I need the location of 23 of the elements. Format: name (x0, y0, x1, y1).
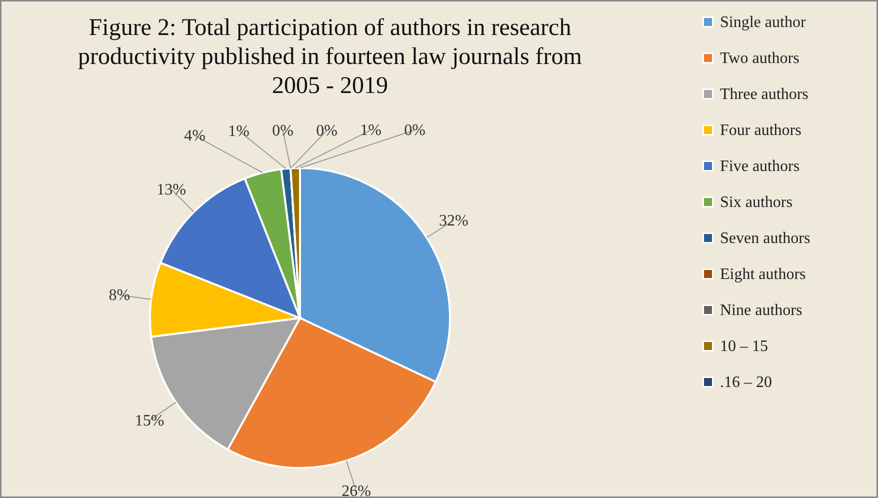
text: Figure 2: Total participation of authors in research productivity published in fourteen law journals from 2005 - 2019 (78, 15, 582, 99)
data-label: 4% (184, 128, 206, 145)
legend-label: Eight authors (720, 266, 806, 283)
text: 0% (404, 122, 426, 139)
legend-label: Five authors (720, 158, 800, 175)
legend-label: Two authors (720, 50, 800, 67)
data-label: 15% (134, 412, 164, 430)
legend-label: Single author (720, 14, 806, 31)
data-label: 13% (156, 181, 186, 198)
text: 0% (272, 122, 294, 140)
legend-label: Six authors (720, 194, 792, 211)
legend-label: Seven authors (720, 230, 810, 247)
text: 0% (316, 122, 338, 140)
legend-label: Nine authors (720, 302, 802, 319)
legend-label: .16 – 20 (720, 374, 772, 391)
data-label: 1% (228, 122, 250, 140)
data-label: 1% (360, 122, 382, 140)
legend-label: Three authors (720, 86, 808, 103)
data-label: 32% (439, 212, 468, 230)
data-label: 26% (342, 483, 371, 498)
data-label: 8% (108, 287, 130, 304)
legend-label: 10 – 15 (720, 338, 768, 355)
legend-label: Four authors (720, 122, 802, 139)
